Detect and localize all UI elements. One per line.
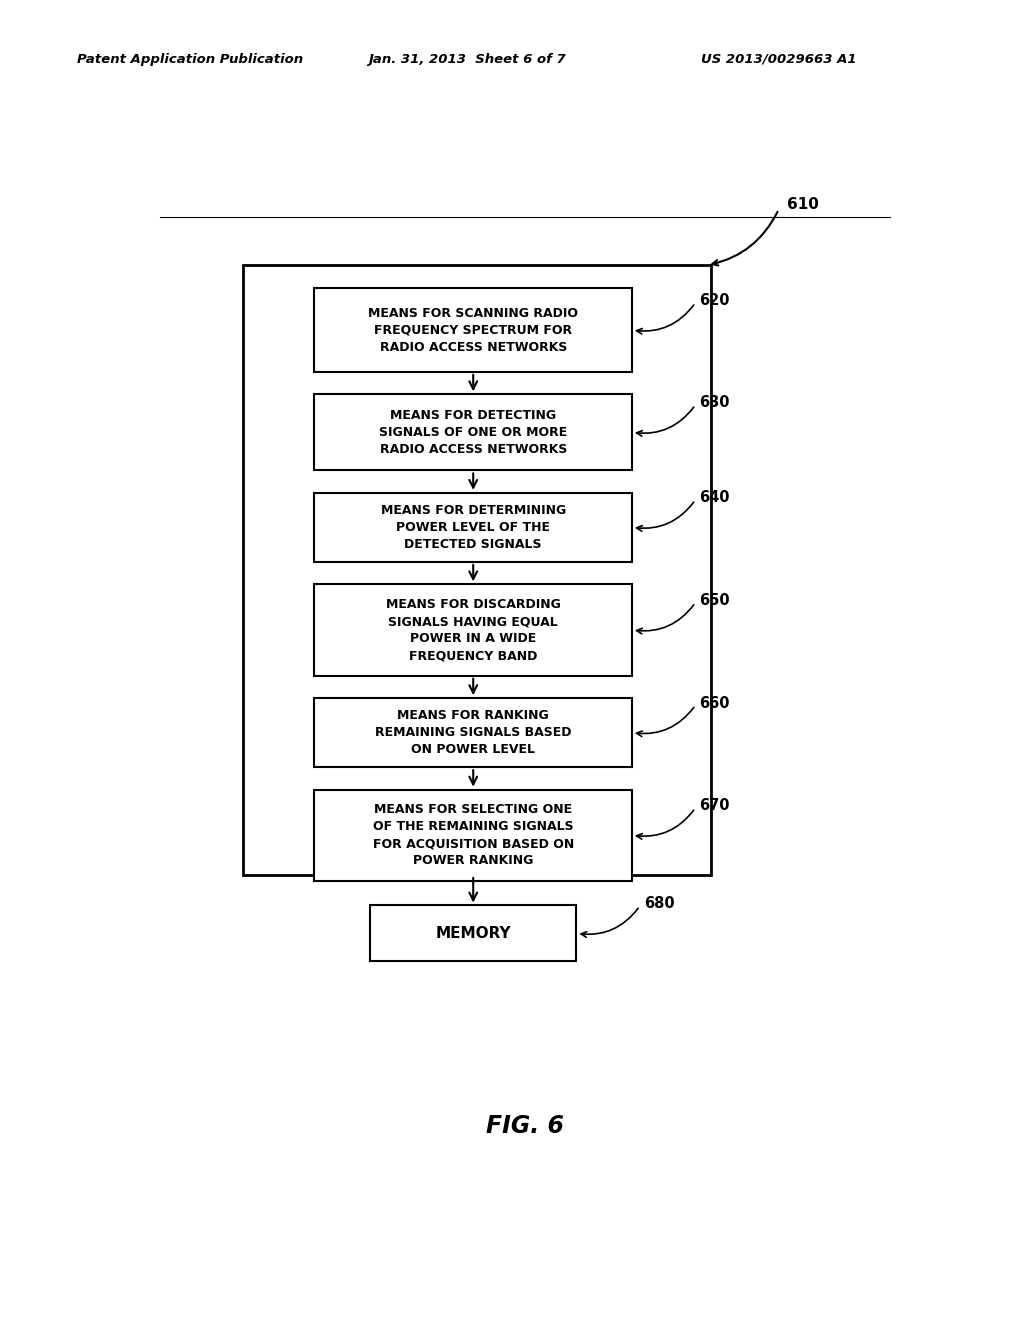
Bar: [314, 789, 632, 880]
Text: FIG. 6: FIG. 6: [485, 1114, 564, 1138]
Text: 680: 680: [644, 896, 675, 911]
Text: MEANS FOR DETECTING
SIGNALS OF ONE OR MORE
RADIO ACCESS NETWORKS: MEANS FOR DETECTING SIGNALS OF ONE OR MO…: [379, 409, 567, 455]
Text: 620: 620: [699, 293, 730, 308]
Text: 650: 650: [699, 593, 730, 609]
Bar: [243, 265, 712, 875]
Text: 630: 630: [699, 396, 730, 411]
Text: MEANS FOR SCANNING RADIO
FREQUENCY SPECTRUM FOR
RADIO ACCESS NETWORKS: MEANS FOR SCANNING RADIO FREQUENCY SPECT…: [369, 306, 579, 354]
Bar: [370, 906, 577, 961]
Text: MEANS FOR RANKING
REMAINING SIGNALS BASED
ON POWER LEVEL: MEANS FOR RANKING REMAINING SIGNALS BASE…: [375, 709, 571, 756]
Text: MEMORY: MEMORY: [435, 925, 511, 941]
Text: Patent Application Publication: Patent Application Publication: [77, 53, 303, 66]
Bar: [314, 395, 632, 470]
Text: US 2013/0029663 A1: US 2013/0029663 A1: [701, 53, 857, 66]
Bar: [314, 289, 632, 372]
Text: 640: 640: [699, 490, 730, 506]
Text: MEANS FOR SELECTING ONE
OF THE REMAINING SIGNALS
FOR ACQUISITION BASED ON
POWER : MEANS FOR SELECTING ONE OF THE REMAINING…: [373, 804, 573, 867]
Text: 660: 660: [699, 696, 730, 710]
Text: 610: 610: [786, 197, 818, 211]
Text: 670: 670: [699, 799, 730, 813]
Bar: [314, 585, 632, 676]
Bar: [314, 698, 632, 767]
Text: Jan. 31, 2013  Sheet 6 of 7: Jan. 31, 2013 Sheet 6 of 7: [369, 53, 566, 66]
Bar: [314, 492, 632, 562]
Text: MEANS FOR DISCARDING
SIGNALS HAVING EQUAL
POWER IN A WIDE
FREQUENCY BAND: MEANS FOR DISCARDING SIGNALS HAVING EQUA…: [386, 598, 561, 663]
Text: MEANS FOR DETERMINING
POWER LEVEL OF THE
DETECTED SIGNALS: MEANS FOR DETERMINING POWER LEVEL OF THE…: [381, 504, 566, 550]
